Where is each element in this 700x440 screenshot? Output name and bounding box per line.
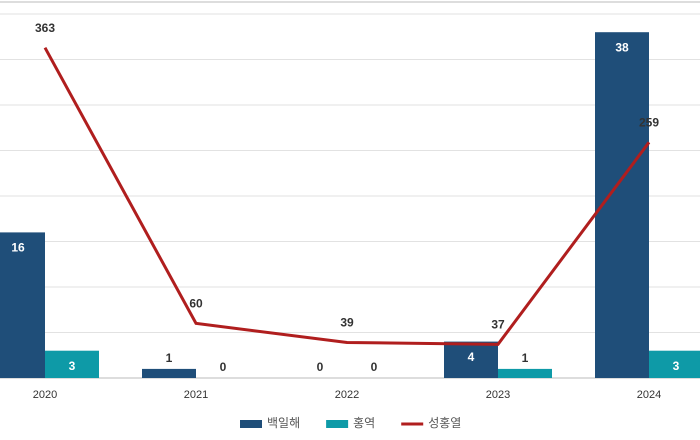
value-label: 1: [166, 351, 173, 365]
legend-label: 성홍열: [428, 416, 461, 430]
x-tick-label: 2020: [33, 389, 57, 401]
value-label: 4: [468, 350, 475, 364]
value-label: 60: [189, 297, 203, 311]
legend-label: 백일해: [267, 416, 300, 430]
value-label: 3: [673, 359, 680, 373]
bar: [45, 350, 99, 378]
x-tick-label: 2021: [184, 389, 208, 401]
value-label: 0: [371, 360, 378, 374]
value-label: 0: [220, 360, 227, 374]
legend-label: 홍역: [353, 416, 375, 430]
value-label: 38: [615, 40, 629, 54]
legend-swatch: [240, 420, 262, 428]
value-label: 1: [522, 351, 529, 365]
value-label: 259: [639, 115, 659, 129]
bar: [595, 32, 649, 378]
legend-swatch: [326, 420, 349, 428]
x-tick-label: 2024: [637, 389, 661, 401]
x-tick-label: 2023: [486, 389, 510, 401]
bar: [649, 350, 700, 378]
value-label: 37: [491, 318, 505, 332]
bar: [0, 232, 45, 378]
value-label: 363: [35, 21, 55, 35]
bar: [444, 341, 498, 378]
bar: [142, 368, 196, 378]
bar: [498, 368, 552, 378]
value-label: 16: [11, 241, 25, 255]
value-label: 3: [69, 359, 76, 373]
line: [43, 46, 651, 346]
value-label: 0: [317, 360, 324, 374]
x-tick-label: 2022: [335, 389, 359, 401]
value-label: 39: [340, 316, 354, 330]
